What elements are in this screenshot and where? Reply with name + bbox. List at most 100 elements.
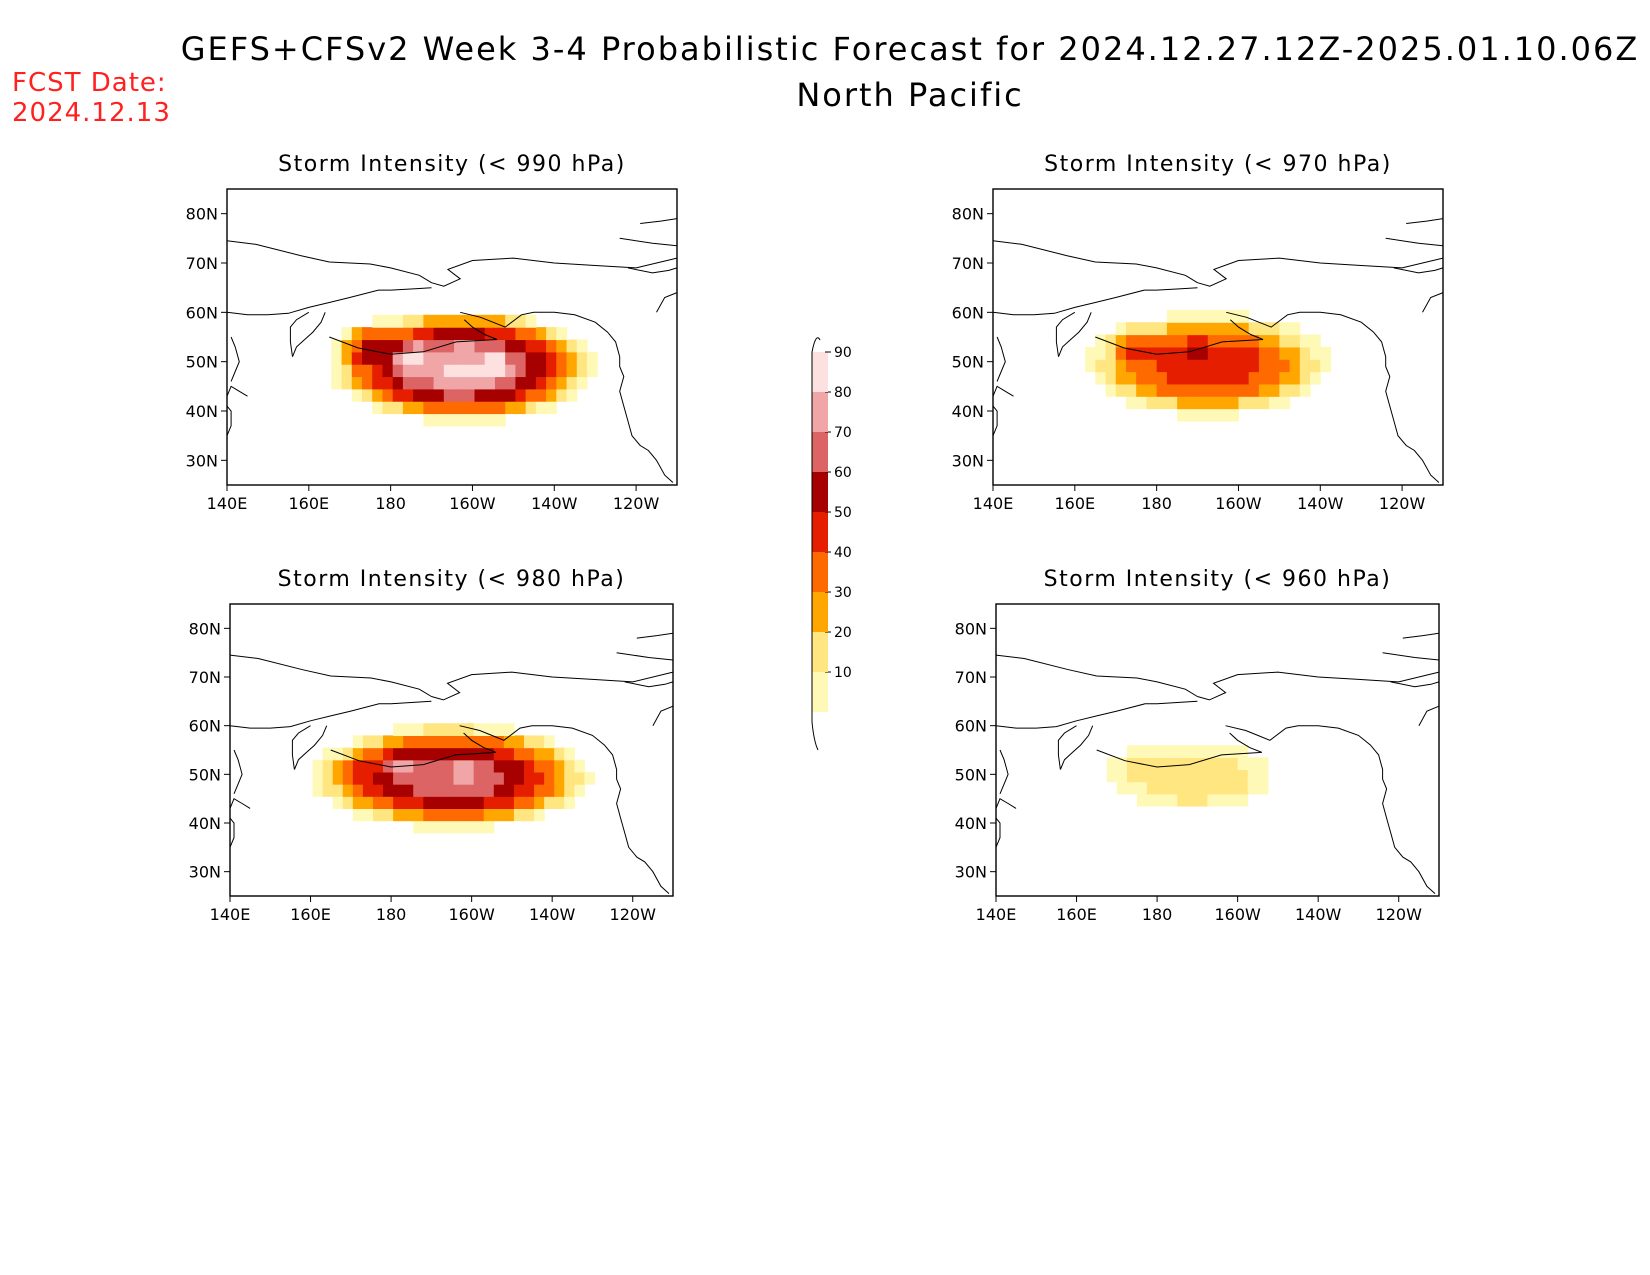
map-panel-1: Storm Intensity (< 990 hPa) 140E 160E 180 16… <box>186 152 678 513</box>
probability-cell <box>484 376 496 390</box>
probability-cell <box>474 339 486 353</box>
probability-cell <box>503 796 515 809</box>
coastline <box>992 218 1444 483</box>
x-tick-label: 180 <box>375 494 406 513</box>
probability-cell <box>454 327 465 341</box>
probability-cell <box>483 747 495 761</box>
probability-cell <box>402 388 414 402</box>
probability-cell <box>463 784 475 797</box>
probability-cell <box>393 808 404 822</box>
x-tick-label: 160E <box>290 905 331 924</box>
probability-cell <box>535 327 547 341</box>
probability-cell <box>351 388 363 402</box>
probability-cell <box>1157 793 1168 807</box>
coast-line <box>656 292 678 313</box>
probability-cell <box>1166 359 1178 373</box>
probability-cell <box>392 327 404 341</box>
probability-cell <box>1289 371 1301 385</box>
probability-cell <box>423 376 435 390</box>
probability-cell <box>1197 334 1209 348</box>
probability-cell <box>463 820 475 834</box>
y-tick-label: 40N <box>955 814 987 833</box>
probability-cell <box>505 339 517 353</box>
probability-cell <box>1095 334 1107 348</box>
probability-cell <box>1095 346 1107 360</box>
colorbar-label: 50 <box>834 505 852 521</box>
probability-cell <box>342 747 354 761</box>
probability-cell <box>493 735 505 749</box>
probability-cell <box>464 376 476 390</box>
probability-cell <box>1115 371 1127 385</box>
probability-cell <box>443 723 455 736</box>
probability-cell <box>413 796 424 809</box>
probability-cell <box>423 364 435 378</box>
probability-cell <box>1187 334 1199 348</box>
probability-cell <box>1207 757 1219 771</box>
probability-cell <box>1136 383 1148 397</box>
probability-cell <box>362 364 373 378</box>
probability-cell <box>1228 309 1240 323</box>
probability-cell <box>1197 408 1209 422</box>
probability-cell <box>534 735 545 749</box>
probability-cell <box>443 364 455 378</box>
probability-cell <box>1157 769 1168 783</box>
probability-cell <box>515 314 527 328</box>
probability-cell <box>423 339 435 353</box>
probability-cell <box>393 784 404 797</box>
probability-cell <box>576 339 588 353</box>
probability-cell <box>1228 383 1240 397</box>
probability-cell <box>372 796 384 809</box>
probability-cell <box>556 339 568 353</box>
x-tick-label: 140E <box>976 905 1017 924</box>
x-tick-label: 160E <box>288 494 329 513</box>
probability-cell <box>1146 359 1158 373</box>
probability-cell <box>464 364 476 378</box>
probability-cell <box>1238 346 1250 360</box>
y-tick-label: 80N <box>186 205 218 224</box>
probability-cell <box>1136 769 1148 783</box>
probability-cell <box>362 796 374 809</box>
coast-line <box>1385 237 1444 247</box>
probability-cell <box>331 351 343 365</box>
probability-cell <box>341 364 353 378</box>
probability-cell <box>352 808 364 822</box>
probability-cell <box>1248 371 1260 385</box>
y-tick-label: 60N <box>955 717 987 736</box>
probability-cell <box>515 364 527 378</box>
probability-cell <box>332 759 344 773</box>
probability-cell <box>1217 793 1229 807</box>
probability-cell <box>503 784 515 797</box>
probability-cell <box>494 364 506 378</box>
probability-cell <box>474 327 486 341</box>
probability-cell <box>362 784 374 797</box>
probability-cell <box>341 351 353 365</box>
probability-cell <box>1237 781 1249 795</box>
probability-cell <box>1279 346 1291 360</box>
x-tick-label: 140E <box>210 905 251 924</box>
probability-cell <box>1197 793 1209 807</box>
colorbar-swatch <box>812 592 828 632</box>
probability-cell <box>1207 371 1219 385</box>
probability-cell <box>454 314 465 328</box>
colorbar: 10 20 30 40 50 60 70 80 90 <box>811 337 852 751</box>
coast-line <box>652 705 674 726</box>
probability-cell <box>525 364 537 378</box>
probability-cell <box>505 401 517 415</box>
probability-cell <box>342 759 354 773</box>
probability-cell <box>474 351 486 365</box>
probability-cell <box>1187 309 1199 323</box>
probability-cell <box>322 771 334 785</box>
probability-cell <box>1299 346 1311 360</box>
probability-cell <box>362 735 374 749</box>
map-frame <box>992 188 1444 486</box>
probability-cell <box>1218 371 1229 385</box>
probability-cell <box>332 771 344 785</box>
probability-cell <box>1257 781 1269 795</box>
probability-cell <box>393 723 404 736</box>
probability-cell <box>443 784 455 797</box>
coast-line <box>1406 218 1444 224</box>
probability-cell <box>433 327 445 341</box>
probability-cell <box>403 784 414 797</box>
probability-cell <box>474 376 486 390</box>
probability-cell <box>403 771 414 785</box>
